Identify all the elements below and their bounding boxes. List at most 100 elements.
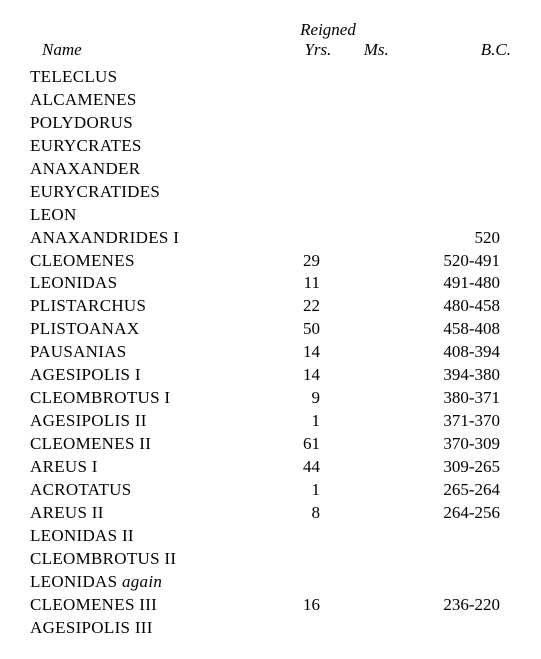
cell-bc: 264-256 xyxy=(410,502,500,525)
name-suffix: again xyxy=(122,572,162,591)
cell-name: CLEOMENES xyxy=(30,250,250,273)
cell-name: CLEOMBROTUS II xyxy=(30,548,250,571)
cell-bc: 491-480 xyxy=(410,272,500,295)
cell-ms xyxy=(320,66,410,89)
table-row: AREUS I44 309-265 xyxy=(30,456,511,479)
cell-name: POLYDORUS xyxy=(30,112,250,135)
cell-yrs: 1 xyxy=(250,479,320,502)
cell-bc: 520 xyxy=(410,227,500,250)
cell-bc xyxy=(410,66,500,89)
cell-yrs: 11 xyxy=(250,272,320,295)
cell-bc: 370-309 xyxy=(410,433,500,456)
cell-ms xyxy=(320,295,410,318)
cell-bc: 380-371 xyxy=(410,387,500,410)
cell-yrs: 14 xyxy=(250,364,320,387)
table-row: CLEOMBROTUS II xyxy=(30,548,511,571)
cell-name: EURYCRATIDES xyxy=(30,181,250,204)
cell-ms xyxy=(320,158,410,181)
cell-name: PLISTARCHUS xyxy=(30,295,250,318)
header-name: Name xyxy=(30,40,262,60)
cell-bc xyxy=(410,571,500,594)
cell-ms xyxy=(320,112,410,135)
cell-ms xyxy=(320,341,410,364)
cell-name: PAUSANIAS xyxy=(30,341,250,364)
cell-name: AGESIPOLIS III xyxy=(30,617,250,640)
table-row: TELECLUS xyxy=(30,66,511,89)
cell-name: LEONIDAS II xyxy=(30,525,250,548)
cell-yrs: 1 xyxy=(250,410,320,433)
cell-bc: 520-491 xyxy=(410,250,500,273)
table-row: CLEOMENES II61 370-309 xyxy=(30,433,511,456)
table-row: LEONIDAS11 491-480 xyxy=(30,272,511,295)
table-row: AGESIPOLIS III xyxy=(30,617,511,640)
table-row: LEONIDAS again xyxy=(30,571,511,594)
cell-name: AREUS II xyxy=(30,502,250,525)
cell-yrs: 44 xyxy=(250,456,320,479)
cell-yrs xyxy=(250,66,320,89)
name-prefix: LEONIDAS xyxy=(30,572,122,591)
cell-name: CLEOMENES III xyxy=(30,594,250,617)
cell-bc xyxy=(410,89,500,112)
header-yrs: Yrs. xyxy=(262,40,332,60)
cell-bc: 458-408 xyxy=(410,318,500,341)
cell-bc xyxy=(410,548,500,571)
cell-ms xyxy=(320,502,410,525)
cell-name: CLEOMENES II xyxy=(30,433,250,456)
cell-ms xyxy=(320,250,410,273)
cell-name: AREUS I xyxy=(30,456,250,479)
cell-name: LEON xyxy=(30,204,250,227)
cell-bc xyxy=(410,112,500,135)
cell-yrs xyxy=(250,617,320,640)
cell-yrs xyxy=(250,548,320,571)
table-row: LEON xyxy=(30,204,511,227)
cell-yrs: 61 xyxy=(250,433,320,456)
cell-yrs xyxy=(250,181,320,204)
cell-bc: 480-458 xyxy=(410,295,500,318)
cell-ms xyxy=(320,433,410,456)
table-row: AGESIPOLIS II1371-370 xyxy=(30,410,511,433)
cell-yrs xyxy=(250,158,320,181)
table-row: PLISTOANAX50 458-408 xyxy=(30,318,511,341)
cell-name: AGESIPOLIS II xyxy=(30,410,250,433)
cell-name: ANAXANDER xyxy=(30,158,250,181)
cell-yrs xyxy=(250,571,320,594)
cell-bc: 236-220 xyxy=(410,594,500,617)
cell-name: ALCAMENES xyxy=(30,89,250,112)
cell-name: TELECLUS xyxy=(30,66,250,89)
cell-bc xyxy=(410,135,500,158)
cell-ms xyxy=(320,135,410,158)
table-row: ACROTATUS1 265-264 xyxy=(30,479,511,502)
cell-bc: 309-265 xyxy=(410,456,500,479)
cell-bc xyxy=(410,158,500,181)
cell-name: LEONIDAS again xyxy=(30,571,250,594)
cell-ms xyxy=(320,181,410,204)
table-row: CLEOMENES III16236-220 xyxy=(30,594,511,617)
cell-bc xyxy=(410,617,500,640)
cell-name: CLEOMBROTUS I xyxy=(30,387,250,410)
cell-bc: 408-394 xyxy=(410,341,500,364)
cell-ms xyxy=(320,387,410,410)
table-row: AGESIPOLIS I14394-380 xyxy=(30,364,511,387)
cell-ms xyxy=(320,227,410,250)
cell-bc xyxy=(410,204,500,227)
cell-ms xyxy=(320,548,410,571)
cell-ms xyxy=(320,204,410,227)
cell-yrs: 50 xyxy=(250,318,320,341)
cell-name: ACROTATUS xyxy=(30,479,250,502)
cell-name: LEONIDAS xyxy=(30,272,250,295)
cell-yrs: 9 xyxy=(250,387,320,410)
cell-ms xyxy=(320,89,410,112)
table-row: ANAXANDRIDES I520 xyxy=(30,227,511,250)
cell-ms xyxy=(320,272,410,295)
table-row: CLEOMENES29 520-491 xyxy=(30,250,511,273)
cell-yrs xyxy=(250,89,320,112)
cell-ms xyxy=(320,594,410,617)
cell-name: PLISTOANAX xyxy=(30,318,250,341)
cell-bc: 265-264 xyxy=(410,479,500,502)
table-body: TELECLUSALCAMENESPOLYDORUSEURYCRATESANAX… xyxy=(30,66,511,639)
cell-yrs: 29 xyxy=(250,250,320,273)
cell-bc xyxy=(410,181,500,204)
cell-yrs: 8 xyxy=(250,502,320,525)
table-row: POLYDORUS xyxy=(30,112,511,135)
cell-yrs xyxy=(250,112,320,135)
